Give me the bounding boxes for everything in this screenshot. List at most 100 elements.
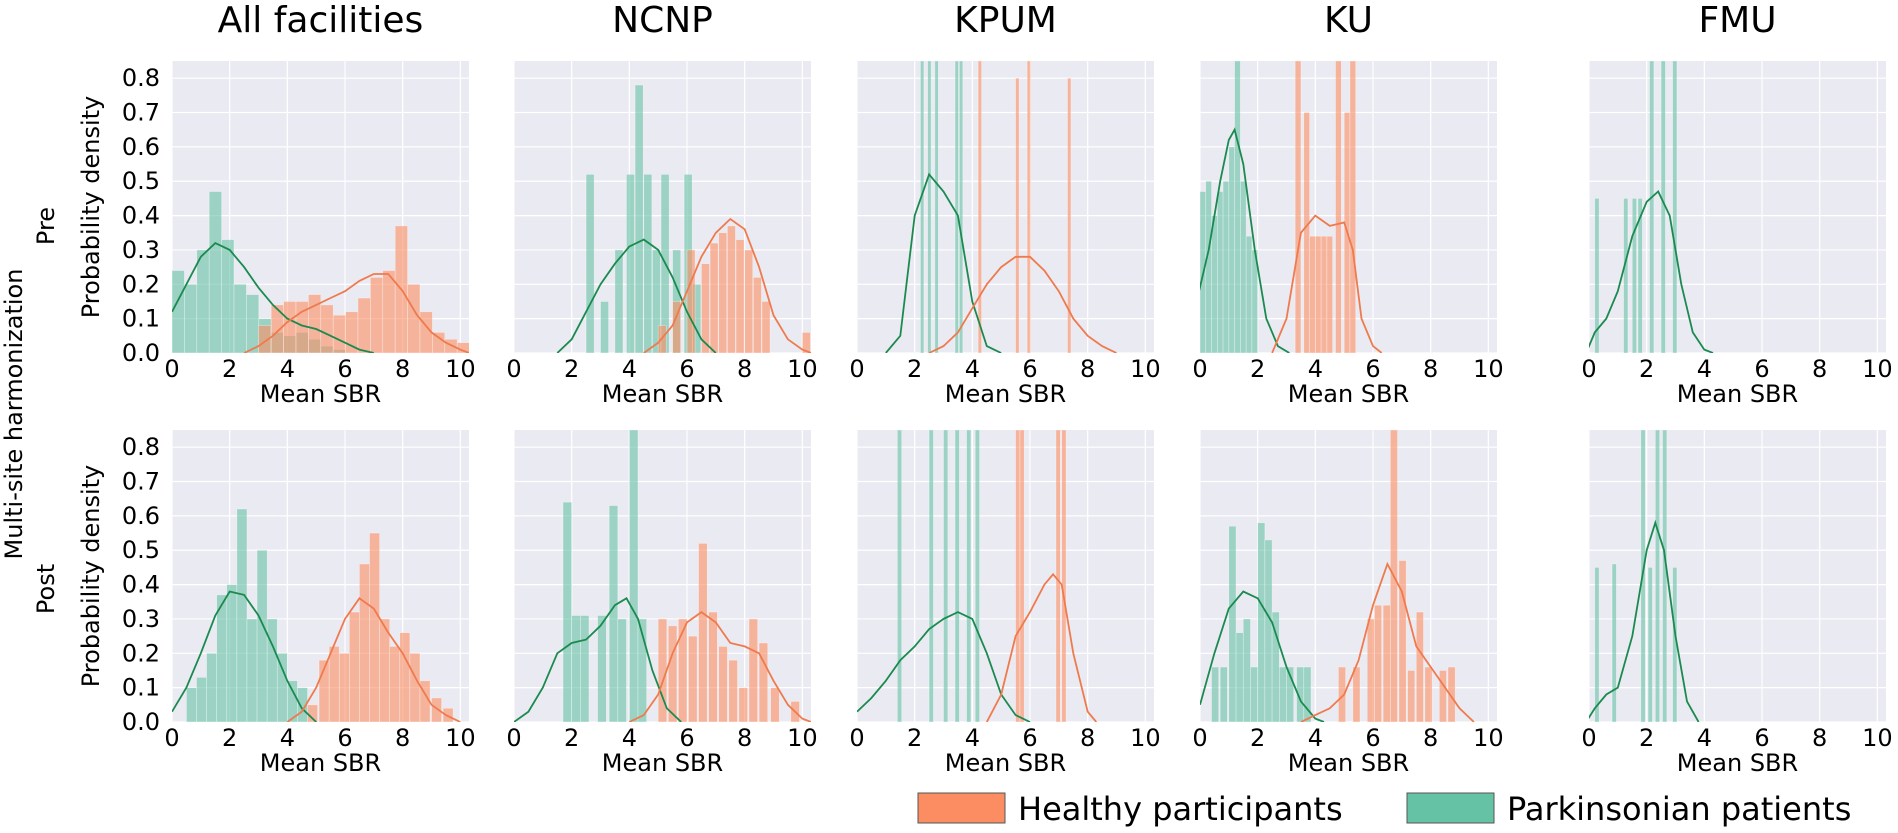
histogram-bar [1447,666,1456,722]
histogram-bar [629,430,639,722]
histogram-bar [1205,180,1212,353]
histogram-bar [283,301,297,353]
kde-curve [286,597,461,722]
x-tick-label: 0 [1192,724,1207,752]
row-labels: Multi-site harmonization Pre Post [0,207,60,614]
y-tick-label: 0.7 [122,99,160,127]
histogram-bar [1303,112,1310,353]
histogram-bar [709,242,719,353]
histogram-bar [1335,61,1342,353]
panel-title: NCNP [612,0,713,41]
histogram-bar [1398,560,1407,722]
x-tick-label: 8 [395,724,410,752]
histogram-bar [1240,180,1247,353]
x-tick-label: 2 [222,355,237,383]
histogram-bar [1594,567,1600,722]
kde-curve [1589,519,1700,722]
plot-area [1589,430,1700,722]
panel-pre-kpum: KPUM 0 2 4 6 8 10 Mean SBR [849,0,1160,408]
histogram-bar [276,652,288,722]
x-tick-label: 6 [337,355,352,383]
kde-curve [1300,561,1475,722]
plot-area [1589,61,1714,353]
x-axis-label: Mean SBR [602,380,723,408]
x-axis-label: Mean SBR [602,749,723,777]
x-tick-label: 2 [564,355,579,383]
x-tick-label: 0 [849,355,864,383]
x-tick-label: 10 [787,724,818,752]
x-tick-label: 0 [1581,355,1596,383]
x-tick-label: 8 [1423,355,1438,383]
panel-title: All facilities [218,0,424,41]
x-tick-label: 2 [1250,724,1265,752]
y-tick-label: 0.2 [122,639,160,667]
histogram-bar [678,618,688,722]
histogram-bar [1662,430,1668,722]
histogram-bar [320,304,334,353]
y-tick-label: 0.6 [122,502,160,530]
histogram-bar [758,642,769,722]
histogram-bar [1015,430,1021,722]
histogram-bar [753,277,762,353]
histogram-bar [974,430,980,722]
x-tick-label: 6 [679,355,694,383]
x-tick-label: 4 [622,355,637,383]
x-tick-label: 10 [787,355,818,383]
histogram-bar [1228,525,1237,722]
histogram-bar [431,697,442,722]
histogram-bar [266,618,278,722]
histogram-bar [686,249,696,353]
y-axis-label: Probability density [77,465,105,688]
x-axis-label: Mean SBR [1677,380,1798,408]
panel-post-fmu: 0 2 4 6 8 10 Mean SBR [1581,430,1893,777]
histogram-bar [637,618,647,722]
histogram-bar [1217,191,1224,353]
x-tick-label: 4 [280,355,295,383]
x-tick-label: 0 [506,355,521,383]
histogram-bar [349,611,360,722]
panel-title: KU [1324,0,1373,41]
x-tick-label: 0 [164,724,179,752]
x-tick-label: 2 [222,724,237,752]
panel-pre-ku: KU 0 2 4 6 8 10 Mean SBR [1192,0,1503,408]
histogram-bar [1320,235,1328,353]
x-tick-label: 6 [1365,724,1380,752]
panel-pre-ncnp: NCNP 0 2 4 6 8 10 Mean SBR [506,0,817,408]
kde-curve [928,255,1117,353]
histogram-bar [1294,61,1302,353]
histogram-bar [928,430,934,722]
group-label: Multi-site harmonization [0,269,28,560]
y-tick-label: 0.4 [122,202,160,230]
histogram-bar [1219,666,1228,722]
histogram-bar [1250,666,1258,722]
kde-curve [885,172,1002,353]
x-axis-label: Mean SBR [1288,380,1409,408]
plot-area [857,430,1097,722]
histogram-bar [338,652,350,722]
histogram-bar [1338,666,1346,722]
histogram-bar [226,584,238,722]
y-tick-label: 0.3 [122,605,160,633]
legend-swatch-healthy [917,792,1006,824]
histogram-bar [1631,198,1637,353]
histogram-bar [1235,632,1244,722]
histogram-bar [744,249,754,353]
histogram-bar [954,61,959,353]
x-tick-label: 6 [1754,355,1769,383]
y-tick-label: 0.4 [122,571,160,599]
histogram-bar [442,707,454,722]
x-tick-label: 6 [679,724,694,752]
histogram-bar [236,508,248,722]
histogram-bar [1245,235,1253,353]
x-axis-label: Mean SBR [945,380,1066,408]
histogram-bar [597,615,607,722]
x-tick-label: 8 [1812,724,1827,752]
histogram-bar [399,632,411,722]
panel-post-ncnp: 0 2 4 6 8 10 Mean SBR [506,430,818,777]
histogram-bar [600,301,609,353]
y-tick-label: 0.7 [122,468,160,496]
histogram-bar [920,61,925,353]
x-tick-label: 8 [1423,724,1438,752]
panel-title: KPUM [954,0,1057,41]
